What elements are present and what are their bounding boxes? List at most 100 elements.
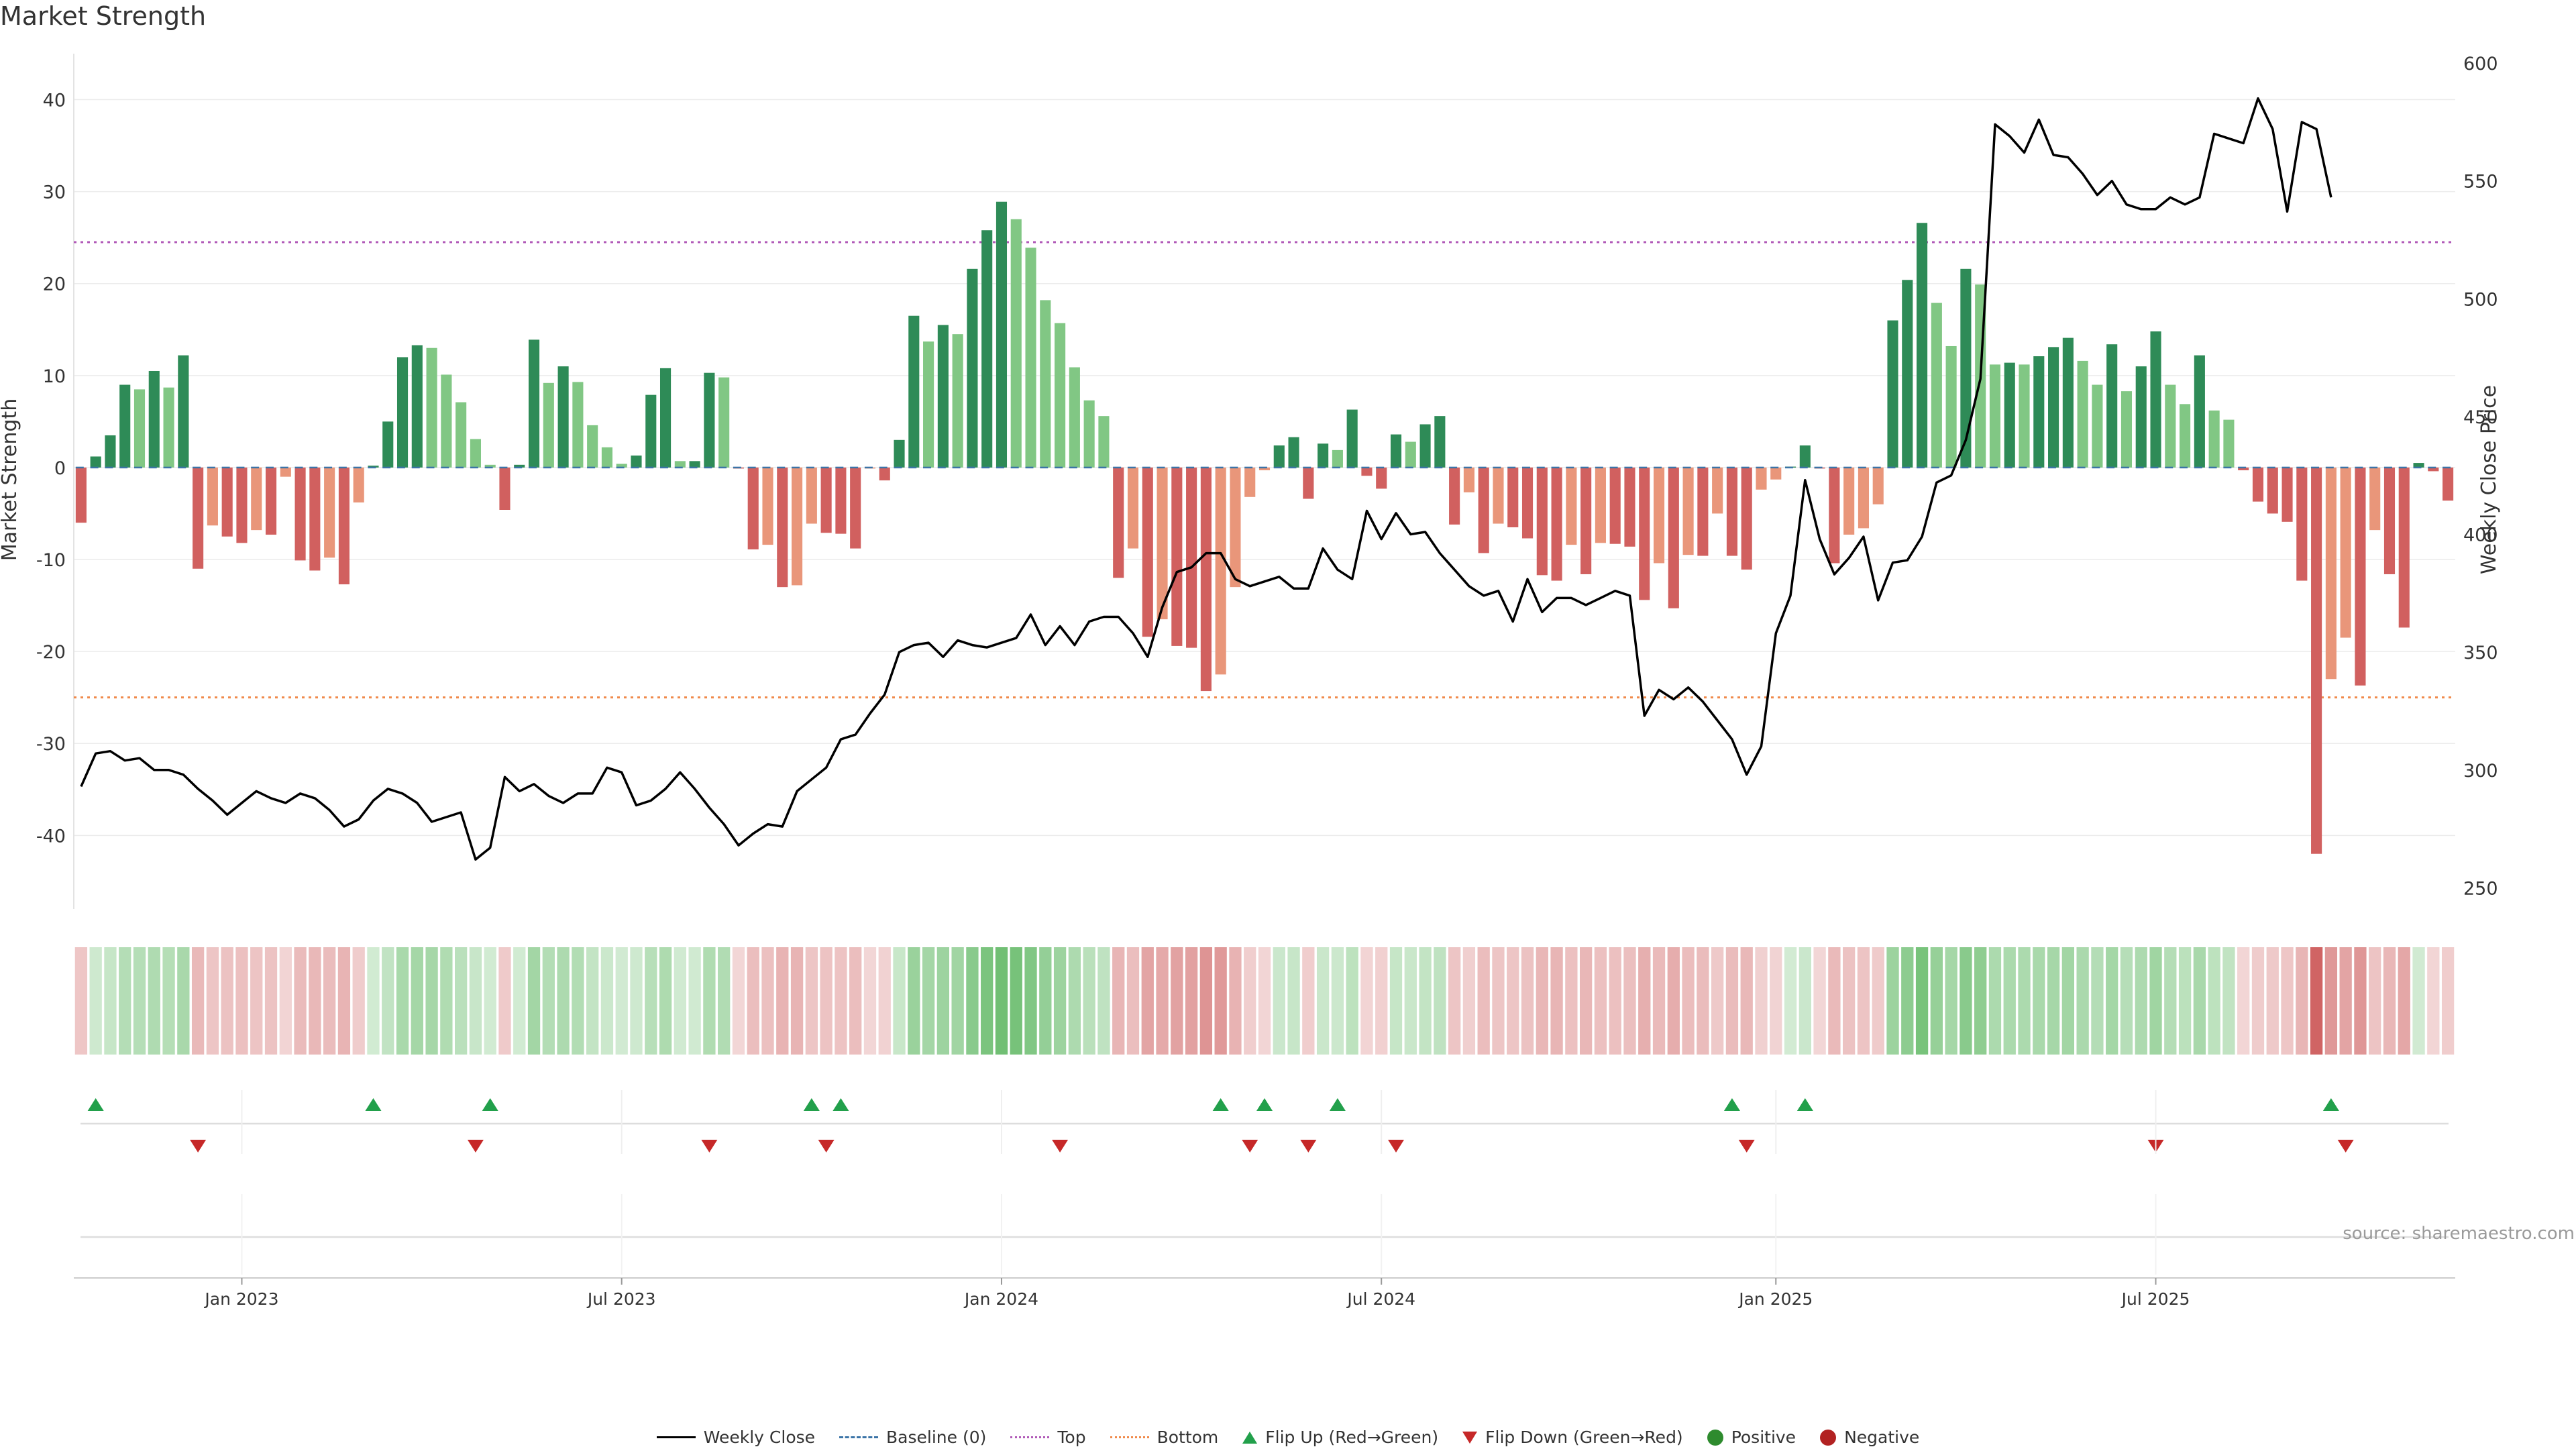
heat-cell bbox=[718, 947, 731, 1055]
flip-down-marker bbox=[467, 1140, 484, 1152]
legend-positive-label: Positive bbox=[1731, 1428, 1796, 1447]
strength-bar bbox=[777, 467, 788, 588]
strength-bar bbox=[207, 467, 218, 526]
x-tick-label: Jan 2023 bbox=[203, 1289, 278, 1309]
heat-cell bbox=[1521, 947, 1534, 1055]
heat-cell bbox=[1492, 947, 1505, 1055]
strength-bar bbox=[1303, 467, 1314, 499]
flip-up-marker bbox=[1256, 1098, 1273, 1111]
strength-bar bbox=[1741, 467, 1752, 570]
heat-cell bbox=[1579, 947, 1593, 1055]
heat-cell bbox=[1945, 947, 1957, 1055]
strength-bar bbox=[1288, 437, 1299, 468]
heat-cell bbox=[89, 947, 102, 1055]
strength-bar bbox=[514, 464, 525, 468]
strength-bar bbox=[1040, 300, 1051, 468]
strength-bar bbox=[148, 370, 160, 468]
x-tick-label: Jul 2025 bbox=[2121, 1289, 2190, 1309]
heat-cell bbox=[294, 947, 307, 1055]
heat-cell bbox=[119, 947, 131, 1055]
strength-bar bbox=[820, 467, 832, 533]
y2-tick-label: 600 bbox=[2463, 54, 2498, 74]
strength-bar bbox=[967, 268, 978, 468]
x-tick-label: Jan 2025 bbox=[1737, 1289, 1813, 1309]
red-circle-icon bbox=[1820, 1429, 1837, 1446]
strength-bar bbox=[1566, 467, 1577, 545]
strength-bar bbox=[2267, 467, 2278, 514]
strength-bar bbox=[616, 464, 627, 468]
heat-cell bbox=[1915, 947, 1929, 1055]
strength-bar bbox=[2048, 347, 2059, 468]
heat-cell bbox=[74, 947, 88, 1055]
strength-bar bbox=[2369, 467, 2381, 531]
strength-bar bbox=[689, 461, 700, 468]
heat-cell bbox=[1565, 947, 1578, 1055]
heat-cell bbox=[191, 947, 205, 1055]
heat-cell bbox=[1857, 947, 1870, 1055]
strength-bar bbox=[1186, 467, 1197, 648]
strength-bar bbox=[1215, 467, 1226, 675]
strength-bar bbox=[484, 464, 496, 468]
heat-cell bbox=[1477, 947, 1490, 1055]
flip-markers bbox=[80, 1098, 2449, 1238]
heat-cell bbox=[776, 947, 789, 1055]
strength-bar bbox=[236, 467, 248, 543]
heat-cell bbox=[542, 947, 555, 1055]
heat-cell bbox=[440, 947, 453, 1055]
heat-cell bbox=[133, 947, 146, 1055]
strength-bar bbox=[1346, 409, 1358, 468]
heat-cell bbox=[235, 947, 248, 1055]
heat-cell bbox=[2427, 947, 2440, 1055]
heat-cell bbox=[1185, 947, 1198, 1055]
heat-cell bbox=[1039, 947, 1052, 1055]
heat-cell bbox=[2369, 947, 2381, 1055]
heat-cell bbox=[2076, 947, 2089, 1055]
strength-bar bbox=[119, 384, 131, 468]
strength-bar bbox=[1318, 443, 1329, 468]
strength-bar bbox=[572, 382, 584, 468]
flip-down-marker bbox=[1300, 1140, 1317, 1152]
heat-cell bbox=[1755, 947, 1768, 1055]
heat-cell bbox=[1156, 947, 1169, 1055]
strength-bar bbox=[2019, 364, 2030, 468]
heat-cell bbox=[1828, 947, 1841, 1055]
strength-bar bbox=[1113, 467, 1124, 578]
heat-cell bbox=[1550, 947, 1563, 1055]
heat-cell bbox=[863, 947, 877, 1055]
heat-cell bbox=[177, 947, 190, 1055]
heat-cell bbox=[922, 947, 935, 1055]
strength-bar bbox=[1639, 467, 1650, 600]
heat-cell bbox=[1536, 947, 1548, 1055]
strength-bar bbox=[2062, 337, 2074, 468]
heat-cell bbox=[1974, 947, 1987, 1055]
legend-positive: Positive bbox=[1707, 1428, 1796, 1447]
strength-bar bbox=[645, 394, 657, 468]
heat-cell bbox=[382, 947, 394, 1055]
strength-bar bbox=[1493, 467, 1504, 524]
strength-bar bbox=[1756, 467, 1767, 490]
strength-bar bbox=[1390, 434, 1402, 468]
heat-cell bbox=[2135, 947, 2147, 1055]
weekly-close-line bbox=[80, 97, 2332, 861]
strength-bar bbox=[1463, 467, 1474, 492]
strength-bar bbox=[470, 439, 481, 468]
strength-bar bbox=[294, 467, 306, 561]
heat-cell bbox=[1360, 947, 1373, 1055]
strength-bar bbox=[557, 366, 569, 468]
strength-bar bbox=[952, 334, 963, 468]
strength-bar bbox=[981, 230, 993, 468]
flip-up-marker bbox=[482, 1098, 498, 1111]
strength-bar bbox=[908, 315, 920, 468]
legend-line-icon bbox=[656, 1436, 696, 1438]
strength-bar bbox=[879, 467, 890, 481]
strength-bar bbox=[1069, 367, 1080, 468]
heat-cell bbox=[2091, 947, 2104, 1055]
heat-cell bbox=[2441, 947, 2455, 1055]
heat-cell bbox=[1697, 947, 1709, 1055]
strength-bar bbox=[1872, 467, 1884, 504]
heat-cell bbox=[2018, 947, 2031, 1055]
strength-bar bbox=[2121, 391, 2133, 468]
strength-bar bbox=[1449, 467, 1460, 525]
y-tick-label: 40 bbox=[43, 91, 66, 111]
y2-tick-label: 300 bbox=[2463, 761, 2498, 782]
